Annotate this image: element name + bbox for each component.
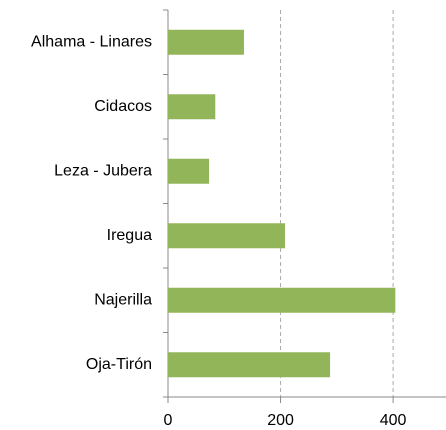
x-tick-label: 400: [380, 412, 407, 429]
x-tick-label: 0: [164, 412, 173, 429]
bar: [168, 158, 210, 184]
y-tick-label: Alhama - Linares: [31, 33, 152, 50]
y-tick-label: Najerilla: [94, 291, 152, 308]
y-tick-label: Cidacos: [94, 98, 152, 115]
y-tick-label: Iregua: [107, 227, 152, 244]
bar: [168, 352, 331, 378]
y-tick-label: Oja-Tirón: [86, 356, 152, 373]
bar: [168, 287, 396, 313]
bar: [168, 29, 244, 55]
bar: [168, 223, 286, 249]
y-tick-label: Leza - Jubera: [54, 162, 152, 179]
bar: [168, 94, 216, 120]
x-tick-label: 200: [267, 412, 294, 429]
